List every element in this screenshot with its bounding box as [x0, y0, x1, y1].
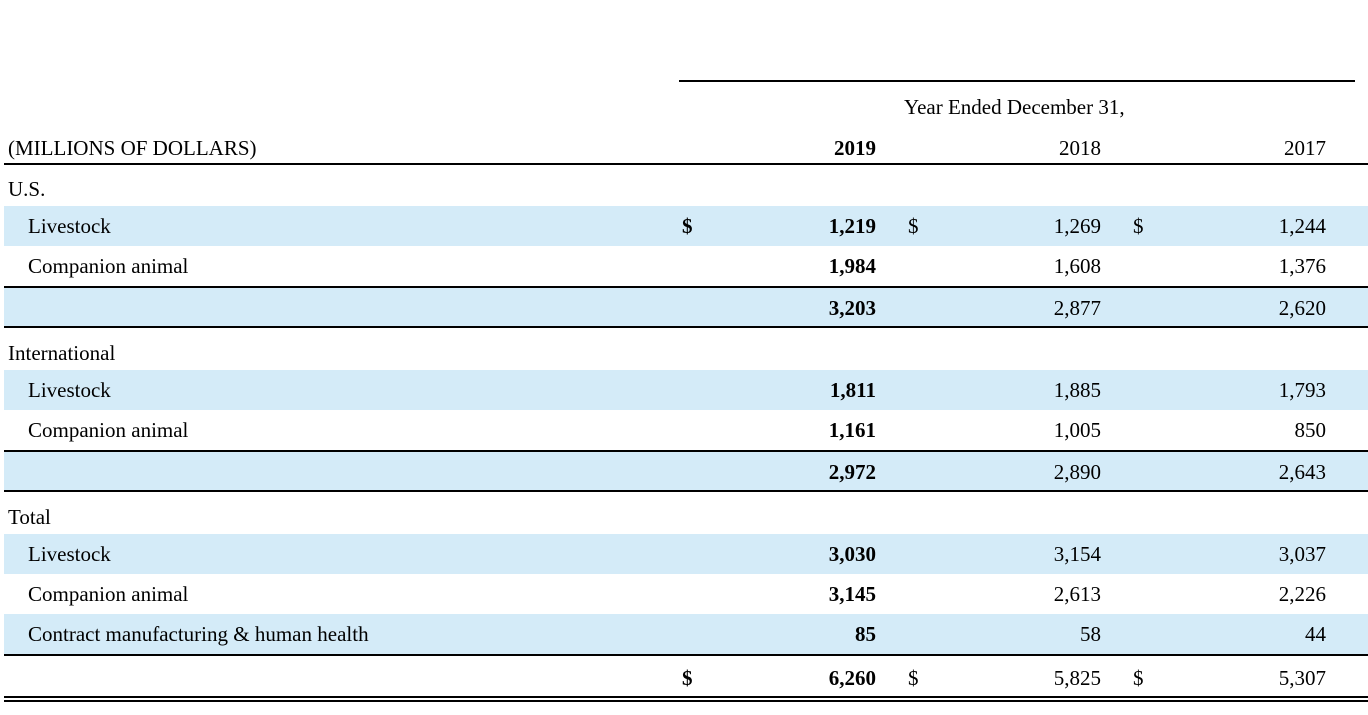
subtotal-row: 3,203 2,877 2,620: [4, 288, 1368, 326]
section-title-us: U.S.: [8, 177, 46, 201]
year-2018-header: 2018: [1059, 136, 1101, 160]
table-row: Companion animal 1,984 1,608 1,376: [4, 246, 1368, 286]
value-2018: 2,613: [1053, 582, 1101, 606]
value-2019: 3,145: [828, 582, 876, 606]
units-label: (MILLIONS OF DOLLARS): [8, 136, 257, 160]
row-label: Contract manufacturing & human health: [28, 622, 369, 646]
double-rule-bottom: [4, 700, 1368, 702]
row-label: Companion animal: [28, 254, 189, 278]
double-rule-top: [4, 696, 1368, 698]
subtotal-2019: 3,203: [828, 296, 876, 320]
dollar-sign: $: [908, 214, 919, 238]
dollar-sign: $: [1133, 666, 1144, 690]
period-header-rule: [679, 80, 1355, 82]
value-2018: 58: [1080, 622, 1101, 646]
subtotal-2017: 2,643: [1278, 460, 1326, 484]
value-2019: 85: [855, 622, 876, 646]
total-2017: 5,307: [1278, 666, 1326, 690]
value-2019: 1,811: [829, 378, 876, 402]
value-2018: 3,154: [1053, 542, 1101, 566]
value-2017: 1,376: [1278, 254, 1326, 278]
section-title-total: Total: [8, 505, 51, 529]
value-2018: 1,608: [1053, 254, 1101, 278]
total-2019: 6,260: [828, 666, 876, 690]
dollar-sign: $: [908, 666, 919, 690]
value-2017: 1,244: [1278, 214, 1326, 238]
subtotal-2018: 2,890: [1053, 460, 1101, 484]
row-label: Livestock: [28, 378, 111, 402]
period-label: Year Ended December 31,: [904, 95, 1125, 119]
table-row: Companion animal 3,145 2,613 2,226: [4, 574, 1368, 614]
value-2018: 1,005: [1053, 418, 1101, 442]
row-label: Companion animal: [28, 418, 189, 442]
header-bottom-rule: [4, 163, 1368, 165]
value-2019: 1,161: [828, 418, 876, 442]
section-title-row: U.S.: [4, 169, 1368, 209]
value-2017: 3,037: [1278, 542, 1326, 566]
row-label: Companion animal: [28, 582, 189, 606]
subtotal-row: 2,972 2,890 2,643: [4, 452, 1368, 490]
dollar-sign: $: [682, 666, 693, 690]
row-label: Livestock: [28, 214, 111, 238]
year-2019-header: 2019: [834, 136, 876, 160]
value-2017: 44: [1305, 622, 1326, 646]
total-top-rule: [4, 654, 1368, 656]
subtotal-2018: 2,877: [1053, 296, 1101, 320]
value-2017: 850: [1294, 418, 1327, 442]
value-2018: 1,269: [1053, 214, 1101, 238]
subtotal-bottom-rule: [4, 326, 1368, 328]
table-row: Livestock 1,811 1,885 1,793: [4, 370, 1368, 410]
value-2017: 1,793: [1278, 378, 1326, 402]
value-2019: 1,219: [828, 214, 876, 238]
subtotal-top-rule: [4, 450, 1368, 452]
value-2019: 3,030: [828, 542, 876, 566]
table-row: Livestock $ 1,219 $ 1,269 $ 1,244: [4, 206, 1368, 246]
section-title-international: International: [8, 341, 116, 365]
year-2017-header: 2017: [1284, 136, 1326, 160]
table-row: Livestock 3,030 3,154 3,037: [4, 534, 1368, 574]
subtotal-2017: 2,620: [1278, 296, 1326, 320]
value-2018: 1,885: [1053, 378, 1101, 402]
dollar-sign: $: [1133, 214, 1144, 238]
section-title-row: International: [4, 333, 1368, 373]
section-title-row: Total: [4, 497, 1368, 537]
row-label: Livestock: [28, 542, 111, 566]
value-2017: 2,226: [1278, 582, 1326, 606]
table-row: Contract manufacturing & human health 85…: [4, 614, 1368, 654]
total-2018: 5,825: [1053, 666, 1101, 690]
grand-total-row: $ 6,260 $ 5,825 $ 5,307: [4, 658, 1368, 698]
subtotal-bottom-rule: [4, 490, 1368, 492]
subtotal-top-rule: [4, 286, 1368, 288]
dollar-sign: $: [682, 214, 693, 238]
value-2019: 1,984: [828, 254, 876, 278]
subtotal-2019: 2,972: [828, 460, 876, 484]
table-row: Companion animal 1,161 1,005 850: [4, 410, 1368, 450]
